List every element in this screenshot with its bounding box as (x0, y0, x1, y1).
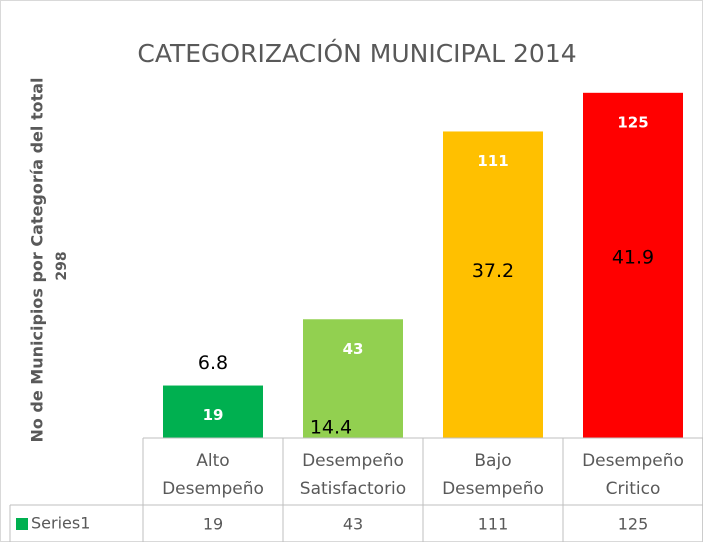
chart-title: CATEGORIZACIÓN MUNICIPAL 2014 (137, 38, 576, 68)
x-tick-label: Alto Desempeño (162, 451, 264, 499)
percent-label: 6.8 (198, 352, 228, 374)
bar (163, 385, 263, 438)
bar (443, 131, 543, 438)
x-tick-label: Desempeño Critico (582, 451, 684, 499)
table-value: 19 (203, 515, 223, 534)
percent-label: 41.9 (612, 246, 654, 268)
value-label: 125 (617, 113, 648, 131)
value-label: 19 (203, 406, 224, 424)
bar (583, 92, 683, 439)
percent-label: 14.4 (310, 417, 352, 439)
value-label: 43 (343, 340, 364, 358)
table-value: 125 (618, 515, 649, 534)
table-value: 43 (343, 515, 363, 534)
x-tick-label: Desempeño Satisfactorio (300, 451, 406, 499)
value-label: 111 (477, 152, 508, 170)
y-axis-label: No de Municipios por Categoría del total (28, 77, 47, 442)
x-tick-label: Bajo Desempeño (442, 451, 544, 499)
bar (303, 319, 403, 438)
y-axis-total: 298 (54, 251, 70, 280)
table-value: 111 (478, 515, 509, 534)
percent-label: 37.2 (472, 260, 514, 282)
legend-label: Series1 (31, 514, 90, 533)
legend-swatch (16, 518, 28, 530)
